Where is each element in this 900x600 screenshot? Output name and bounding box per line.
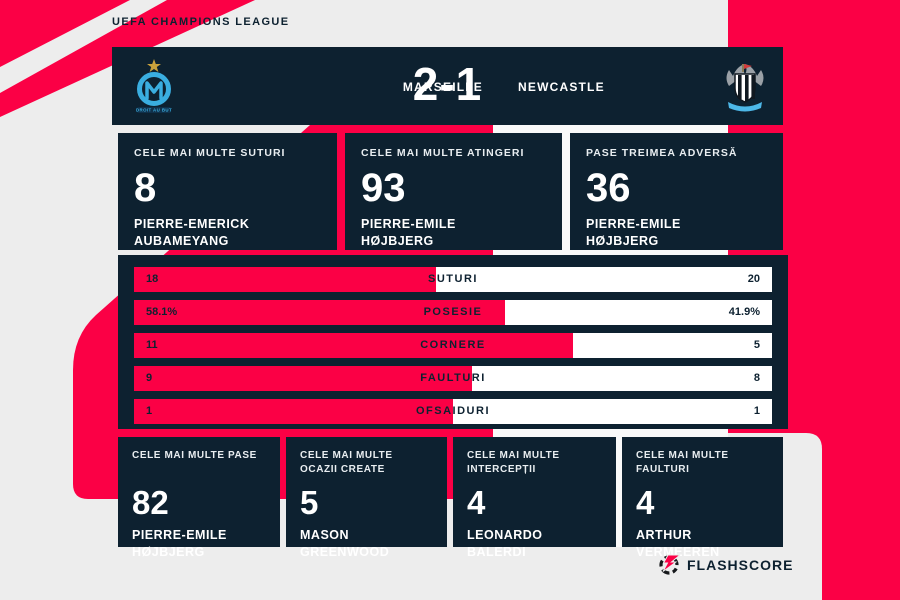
away-value: 1 (753, 405, 760, 417)
bar-row-possession: 58.1% POSESIE 41.9% (134, 300, 772, 325)
stat-label: CELE MAI MULTE ATINGERI (361, 147, 525, 159)
home-bar-fill (134, 366, 472, 391)
stat-value: 82 (132, 484, 169, 521)
stat-value: 4 (636, 484, 655, 521)
home-value: 9 (146, 372, 153, 384)
flashscore-logo-text: FLASHSCORE (687, 557, 794, 573)
away-value: 8 (753, 372, 760, 384)
player-name-line2: HØJBJERG (132, 544, 205, 559)
home-value: 11 (146, 339, 158, 351)
stat-value: 5 (300, 484, 319, 521)
player-name-line2: AUBAMEYANG (134, 233, 229, 248)
bar-label: SUTURI (428, 273, 478, 285)
leader-card-most-chances-created: CELE MAI MULTE OCAZII CREATE 5 MASON GRE… (286, 437, 447, 559)
stat-value: 93 (361, 166, 406, 210)
player-name: MASON GREENWOOD (300, 527, 433, 560)
leader-card-most-shots: CELE MAI MULTE SUTURI 8 PIERRE-EMERICK A… (118, 133, 337, 250)
player-name: PIERRE-EMERICK AUBAMEYANG (134, 216, 321, 249)
svg-text:DROIT AU BUT: DROIT AU BUT (136, 108, 172, 113)
player-name-line1: PIERRE-EMILE (586, 217, 681, 231)
player-name-line2: HØJBJERG (586, 233, 659, 248)
bar-label: OFSAIDURI (416, 405, 490, 417)
player-name-line1: MASON (300, 528, 350, 542)
stat-label: CELE MAI MULTE FAULTURI (636, 450, 729, 475)
player-name-line2: BALERDI (467, 544, 527, 559)
marseille-logo-icon: DROIT AU BUT (136, 59, 172, 113)
away-value: 20 (747, 273, 760, 285)
player-name-line1: ARTHUR (636, 528, 692, 542)
newcastle-crest-icon (726, 64, 764, 112)
bar-row-corners: 11 CORNERE 5 (134, 333, 772, 358)
player-name-line1: PIERRE-EMILE (361, 217, 456, 231)
stat-label: CELE MAI MULTE OCAZII CREATE (300, 450, 393, 475)
stat-label: CELE MAI MULTE SUTURI (134, 147, 286, 159)
stat-value: 8 (134, 166, 157, 210)
player-name-line1: PIERRE-EMERICK (134, 217, 250, 231)
bar-label: POSESIE (423, 306, 483, 318)
away-value: 41.9% (728, 306, 760, 318)
player-name-line2: VERMEEREN (636, 544, 720, 559)
match-score: 2-1 (412, 57, 483, 110)
flashscore-icon (659, 554, 680, 575)
home-team-name: MARSEILLE (402, 80, 483, 94)
stat-label: PASE TREIMEA ADVERSĂ (586, 147, 738, 159)
player-name: ARTHUR VERMEEREN (636, 527, 769, 560)
away-team-name: NEWCASTLE (518, 80, 605, 94)
home-bar-fill (134, 399, 453, 424)
away-value: 5 (753, 339, 760, 351)
home-value: 18 (146, 273, 159, 285)
home-bar-fill (134, 300, 505, 325)
leader-card-most-interceptions: CELE MAI MULTE INTERCEPȚII 4 LEONARDO BA… (453, 437, 616, 559)
leader-card-final-third-passes: PASE TREIMEA ADVERSĂ 36 PIERRE-EMILE HØJ… (570, 133, 783, 250)
home-bar-fill (134, 333, 573, 358)
competition-title: UEFA CHAMPIONS LEAGUE (112, 16, 290, 28)
bar-label: FAULTURI (420, 372, 486, 384)
bar-label: CORNERE (420, 339, 486, 351)
stat-label: CELE MAI MULTE PASE (132, 450, 257, 461)
stat-value: 4 (467, 484, 486, 521)
flashscore-branding: FLASHSCORE (658, 554, 793, 576)
player-name: LEONARDO BALERDI (467, 527, 602, 560)
corner-triangle-small (0, 0, 130, 67)
stat-label: CELE MAI MULTE INTERCEPȚII (467, 450, 560, 475)
home-value: 1 (146, 405, 153, 417)
home-bar-fill (134, 267, 437, 292)
player-name-line1: LEONARDO (467, 528, 543, 542)
player-name-line1: PIERRE-EMILE (132, 528, 227, 542)
player-name-line2: GREENWOOD (300, 544, 390, 559)
bar-row-offsides: 1 OFSAIDURI 1 (134, 399, 772, 424)
stat-value: 36 (586, 166, 631, 210)
comparison-bars-panel: 18 SUTURI 20 58.1% POSESIE 41.9% 11 CORN… (118, 255, 788, 429)
leader-card-most-fouls: CELE MAI MULTE FAULTURI 4 ARTHUR VERMEER… (622, 437, 783, 559)
leader-card-most-passes: CELE MAI MULTE PASE 82 PIERRE-EMILE HØJB… (118, 437, 280, 559)
leader-card-most-touches: CELE MAI MULTE ATINGERI 93 PIERRE-EMILE … (345, 133, 562, 250)
home-value: 58.1% (146, 306, 178, 318)
bar-row-shots: 18 SUTURI 20 (134, 267, 772, 292)
bar-row-fouls: 9 FAULTURI 8 (134, 366, 772, 391)
player-name: PIERRE-EMILE HØJBJERG (361, 216, 546, 249)
player-name: PIERRE-EMILE HØJBJERG (132, 527, 266, 560)
scoreboard: DROIT AU BUT MARSEILLE 2-1 NEWCASTLE (112, 47, 783, 125)
player-name-line2: HØJBJERG (361, 233, 434, 248)
player-name: PIERRE-EMILE HØJBJERG (586, 216, 767, 249)
